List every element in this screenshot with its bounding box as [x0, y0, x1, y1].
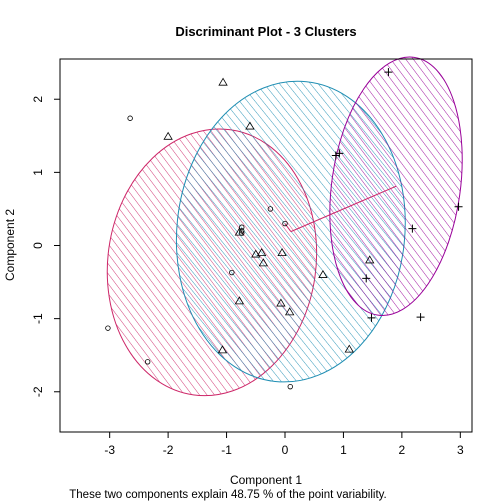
x-tick-label: 1: [340, 443, 347, 457]
plus-point: [384, 68, 393, 77]
triangle-point: [163, 131, 173, 140]
triangle-point: [234, 296, 245, 305]
chart-title: Discriminant Plot - 3 Clusters: [175, 24, 356, 39]
triangle-point: [256, 248, 267, 257]
y-axis: -2 -1 0 1 2: [31, 96, 60, 397]
circle-point: [282, 220, 288, 227]
circle-point: [287, 383, 293, 390]
chart-subtitle: These two components explain 48.75 % of …: [69, 489, 387, 501]
plus-point: [367, 313, 376, 322]
triangle-point: [344, 344, 354, 353]
plus-point: [408, 224, 417, 233]
x-tick-label: -2: [163, 443, 174, 457]
circle-point: [239, 228, 245, 234]
x-tick-label: 2: [399, 443, 406, 457]
plus-point: [454, 202, 463, 211]
triangle-point: [218, 77, 228, 86]
y-tick-label: 2: [31, 96, 45, 103]
circle-point: [229, 269, 235, 276]
y-tick-label: 1: [31, 169, 45, 176]
cluster-connections: [284, 185, 397, 233]
x-axis: -3 -2 -1 0 1 2 3: [104, 432, 464, 457]
circle-point: [144, 359, 151, 365]
cluster-ellipses: [106, 56, 463, 397]
circle-point: [127, 115, 133, 121]
y-tick-label: 0: [31, 242, 45, 249]
circle-point: [267, 206, 274, 212]
x-tick-label: -3: [104, 443, 115, 457]
connection-line: [290, 185, 397, 233]
triangle-point: [245, 121, 255, 130]
triangle-point: [217, 345, 228, 354]
x-tick-label: 3: [457, 443, 464, 457]
triangle-point: [251, 249, 261, 258]
plus-point: [335, 149, 344, 158]
plus-point: [416, 313, 425, 322]
circle-point: [105, 325, 111, 331]
y-axis-label: Component 2: [3, 209, 17, 281]
connection-line: [284, 223, 292, 232]
y-tick-label: -1: [31, 313, 45, 324]
triangle-point: [318, 269, 328, 278]
x-tick-label: -1: [221, 443, 232, 457]
triangle-point: [284, 307, 295, 316]
circle-point: [239, 224, 245, 230]
x-axis-label: Component 1: [230, 473, 302, 487]
x-tick-label: 0: [282, 443, 289, 457]
data-points: [105, 68, 463, 390]
triangle-point: [365, 255, 375, 264]
triangle-point: [276, 298, 286, 307]
triangle-point: [234, 227, 245, 236]
triangle-point: [277, 248, 287, 257]
triangle-point: [258, 258, 269, 267]
y-tick-label: -2: [31, 386, 45, 397]
plus-point: [362, 274, 371, 283]
